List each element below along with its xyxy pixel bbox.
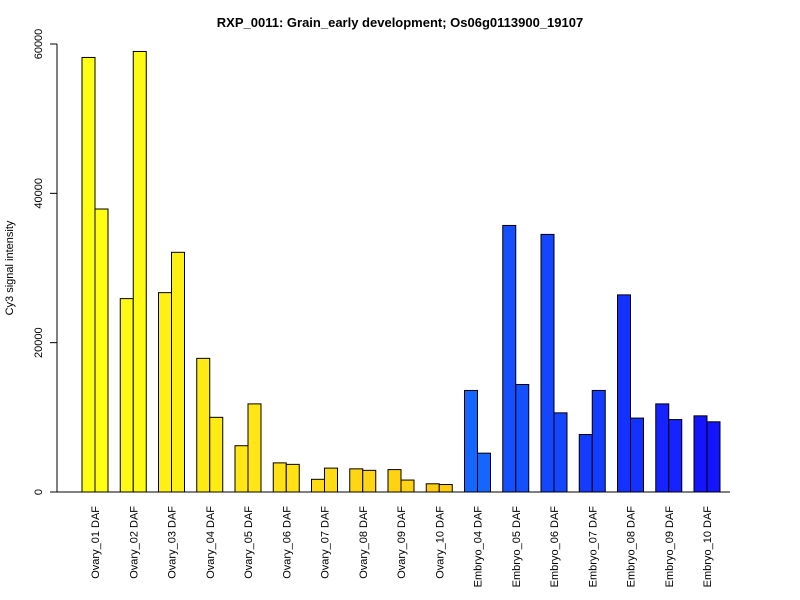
bar — [693, 415, 708, 493]
bar — [477, 452, 491, 493]
chart-title: RXP_0011: Grain_early development; Os06g… — [217, 15, 583, 30]
x-tick-label: Embryo_06 DAF — [549, 506, 561, 588]
bar — [591, 389, 606, 493]
bar — [81, 56, 96, 493]
y-tick-label: 60000 — [33, 29, 45, 60]
x-tick-label: Embryo_04 DAF — [473, 506, 485, 588]
bar — [438, 484, 453, 493]
bar — [311, 478, 325, 493]
bar — [272, 462, 287, 493]
x-tick-label: Ovary_10 DAF — [434, 506, 446, 579]
bar — [706, 421, 721, 493]
bar — [171, 251, 185, 493]
bar — [324, 467, 338, 493]
x-tick-label: Embryo_10 DAF — [702, 506, 714, 588]
bar — [515, 383, 530, 493]
bar — [158, 292, 172, 493]
x-tick-label: Ovary_02 DAF — [128, 506, 140, 579]
bar — [387, 469, 402, 493]
y-axis-label: Cy3 signal intensity — [4, 220, 16, 315]
bar — [234, 445, 249, 493]
x-tick-label: Ovary_01 DAF — [90, 506, 102, 579]
x-tick-label: Ovary_03 DAF — [167, 506, 179, 579]
bars-group — [81, 50, 721, 493]
x-tick-label: Embryo_09 DAF — [664, 506, 676, 588]
bar — [209, 416, 224, 493]
x-tick-label: Ovary_08 DAF — [358, 506, 370, 579]
bar — [668, 419, 683, 493]
y-tick-label: 0 — [33, 489, 45, 495]
bar — [464, 389, 478, 493]
bar — [502, 224, 517, 493]
bar — [578, 434, 593, 493]
bar — [362, 469, 377, 493]
x-tick-label: Ovary_05 DAF — [243, 506, 255, 579]
x-tick-label: Ovary_09 DAF — [396, 506, 408, 579]
bar — [630, 417, 644, 493]
bar — [349, 468, 364, 493]
bar — [553, 412, 568, 493]
x-tick-label: Ovary_04 DAF — [205, 506, 217, 579]
x-tick-label: Embryo_08 DAF — [626, 506, 638, 588]
bar — [94, 208, 109, 493]
x-tick-label: Embryo_05 DAF — [511, 506, 523, 588]
x-tick-label: Ovary_06 DAF — [281, 506, 293, 579]
y-tick-label: 40000 — [33, 178, 45, 209]
bar — [425, 483, 440, 493]
bar — [540, 233, 555, 493]
bar — [119, 298, 134, 493]
bar — [617, 294, 631, 493]
bar — [196, 357, 211, 493]
bar — [132, 50, 147, 493]
y-axis: 0 20000 40000 60000 — [33, 29, 58, 495]
bar — [285, 463, 300, 493]
bar — [247, 403, 262, 493]
x-tick-labels: Ovary_01 DAF Ovary_02 DAF Ovary_03 DAF Ovar… — [90, 506, 714, 588]
x-tick-label: Ovary_07 DAF — [320, 506, 332, 579]
x-tick-label: Embryo_07 DAF — [587, 506, 599, 588]
bar — [655, 403, 670, 493]
y-tick-label: 20000 — [33, 327, 45, 358]
bar — [400, 479, 415, 493]
